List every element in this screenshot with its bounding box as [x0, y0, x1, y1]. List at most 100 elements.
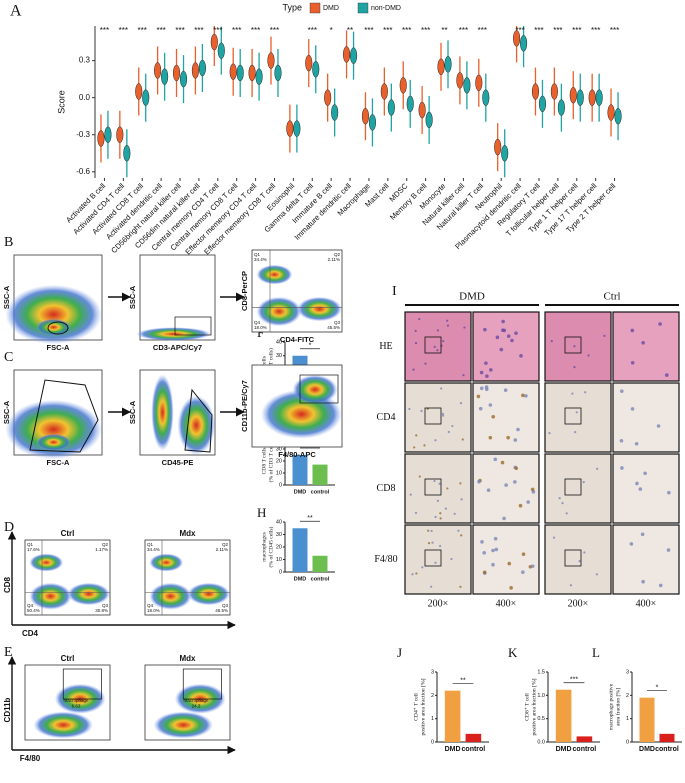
- y-axis-label: positive area fraction [%]: [530, 678, 537, 735]
- significance: *: [309, 343, 312, 350]
- nucleus: [412, 368, 415, 371]
- quadrant-name: Q2: [334, 252, 341, 257]
- cell-density: [151, 374, 174, 451]
- nucleus: [507, 561, 512, 566]
- nucleus: [491, 414, 496, 419]
- nucleus: [518, 503, 523, 508]
- violin: [482, 89, 490, 106]
- zoom-box: [424, 549, 442, 567]
- violin: [588, 89, 596, 106]
- micrograph: [404, 453, 472, 524]
- nucleus: [451, 424, 454, 428]
- nucleus: [478, 406, 483, 411]
- nucleus: [587, 354, 590, 357]
- violin: [123, 145, 131, 162]
- gate: [184, 388, 213, 453]
- y-tick-label: 0: [279, 569, 282, 575]
- nucleus: [459, 402, 463, 405]
- panel-letter: C: [4, 350, 13, 365]
- nucleus: [524, 394, 528, 398]
- nucleus: [640, 532, 645, 537]
- violin: [154, 62, 162, 79]
- nucleus: [442, 339, 445, 343]
- flow-x-label: FSC-A: [47, 458, 70, 467]
- nucleus: [480, 540, 484, 544]
- nucleus: [482, 551, 486, 555]
- legend-label: DMD: [323, 5, 339, 12]
- nucleus: [436, 499, 439, 502]
- quadrant-name: Q3: [102, 603, 109, 608]
- significance: ***: [100, 26, 109, 35]
- nucleus: [463, 326, 466, 329]
- nucleus: [447, 430, 450, 434]
- nucleus: [414, 341, 418, 345]
- nucleus: [491, 562, 495, 567]
- significance: ***: [364, 26, 373, 35]
- nucleus: [459, 482, 462, 485]
- significance: ***: [175, 26, 184, 35]
- violin: [607, 104, 615, 121]
- nucleus: [569, 584, 573, 587]
- bar: [576, 736, 593, 742]
- violin: [399, 77, 407, 94]
- nucleus: [421, 566, 424, 569]
- magnification: 400×: [636, 598, 657, 609]
- nucleus: [666, 548, 671, 552]
- violin: [293, 120, 301, 137]
- nucleus: [459, 585, 462, 588]
- nucleus: [519, 354, 523, 358]
- quadrant-name: Q4: [147, 603, 154, 608]
- violin: [557, 99, 565, 116]
- violin: [286, 120, 294, 137]
- nucleus: [641, 579, 645, 584]
- significance: ***: [610, 26, 619, 35]
- group-label: DMD: [459, 291, 485, 303]
- cell-density: [29, 553, 64, 572]
- zoom-box: [564, 549, 582, 567]
- y-tick-label: 10: [276, 557, 282, 563]
- nucleus: [436, 329, 440, 332]
- micrograph: [544, 382, 612, 453]
- quadrant-value: 2.11%: [216, 547, 228, 552]
- x-tick-label: DMD: [294, 489, 307, 495]
- quadrant-value: 34.4%: [254, 257, 267, 262]
- nucleus: [521, 552, 526, 556]
- gate-value: 6.63: [72, 703, 81, 708]
- y-tick-label: -0.6: [76, 167, 90, 176]
- nucleus: [499, 347, 504, 352]
- zoom-box: [424, 478, 442, 496]
- panel-letter: A: [10, 3, 22, 20]
- nucleus: [526, 500, 530, 504]
- nucleus: [561, 502, 564, 505]
- cell-density: [297, 296, 342, 322]
- row-label: F4/80: [374, 554, 397, 565]
- axis-label: CD11b: [3, 697, 12, 722]
- zoom-box: [564, 336, 582, 354]
- violin: [267, 52, 275, 69]
- nucleus: [495, 335, 500, 340]
- violin: [513, 30, 521, 47]
- nucleus: [476, 394, 481, 399]
- violin: [350, 47, 358, 64]
- nucleus: [620, 466, 624, 470]
- y-tick-label: 0.3: [79, 56, 91, 65]
- cell-density: [5, 399, 102, 460]
- significance: ***: [270, 26, 279, 35]
- violin: [361, 107, 369, 125]
- bar: [312, 555, 328, 572]
- y-axis-label: area fraction [%]: [614, 688, 621, 726]
- significance: ***: [534, 26, 543, 35]
- y-axis-label: CD4⁺ T cell: [412, 693, 419, 721]
- nucleus: [479, 370, 484, 375]
- quadrant-value: 18.0%: [147, 608, 160, 613]
- nucleus: [658, 322, 662, 326]
- y-tick-label: 0: [431, 739, 434, 745]
- significance: ***: [232, 26, 241, 35]
- nucleus: [460, 498, 463, 501]
- x-tick-label: control: [462, 746, 486, 753]
- nucleus: [558, 497, 561, 500]
- magnification: 200×: [568, 598, 589, 609]
- nucleus: [420, 409, 423, 413]
- nucleus: [461, 438, 464, 441]
- nucleus: [513, 480, 517, 484]
